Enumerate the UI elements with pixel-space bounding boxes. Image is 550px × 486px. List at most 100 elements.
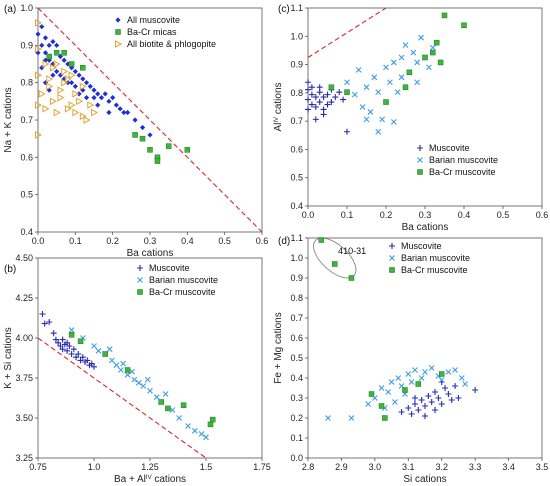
- legend-marker: [137, 289, 143, 295]
- data-point: [402, 84, 409, 90]
- data-point: [332, 94, 339, 101]
- data-point: [414, 59, 421, 66]
- legend-label: Barian muscovite: [401, 253, 470, 263]
- data-point: [398, 409, 405, 415]
- y-tick-label: 0.8: [20, 78, 33, 88]
- data-point: [77, 357, 84, 364]
- data-point: [46, 53, 52, 60]
- data-point: [154, 158, 161, 164]
- y-tick-label: 0.8: [290, 293, 303, 303]
- data-point: [52, 336, 59, 343]
- data-point: [57, 86, 65, 94]
- legend-marker: [417, 169, 423, 175]
- panel-a: (a) 0.0 0.1 0.2 0.3 0.4 0.5 0.6 0.4 0.5 0.6 0.7 0.8 0…: [3, 3, 268, 259]
- data-point: [415, 407, 422, 413]
- data-point: [53, 108, 61, 117]
- y-tick-label: 0.0: [290, 453, 303, 463]
- x-tick-label: 1.25: [141, 462, 159, 472]
- data-point: [305, 79, 311, 86]
- data-point: [49, 63, 57, 72]
- reference-line: [38, 8, 262, 232]
- x-tick-label: 1.75: [253, 462, 271, 472]
- data-point: [57, 93, 65, 102]
- data-point: [392, 399, 398, 405]
- data-point: [328, 99, 335, 106]
- data-point: [106, 98, 112, 104]
- data-point: [320, 111, 327, 118]
- x-tick-label: 3.3: [469, 462, 482, 472]
- data-point: [422, 403, 428, 409]
- data-point: [64, 75, 72, 83]
- y-tick-label: 0.9: [20, 40, 33, 50]
- data-point: [438, 371, 445, 377]
- data-point: [411, 395, 418, 401]
- data-point: [125, 109, 131, 116]
- y-tick-label: 1.0: [290, 253, 303, 263]
- data-point: [408, 411, 415, 417]
- data-point: [102, 351, 108, 357]
- data-point: [95, 91, 101, 97]
- data-point: [184, 147, 191, 153]
- data-point: [46, 319, 53, 325]
- data-point: [57, 72, 63, 78]
- data-point: [312, 104, 319, 110]
- data-point: [70, 346, 77, 353]
- y-tick-label: 3.75: [15, 373, 33, 383]
- legend-label: Ba-Cr muscovite: [401, 265, 468, 275]
- data-point: [73, 354, 80, 361]
- data-point: [305, 96, 311, 103]
- data-point: [165, 405, 171, 412]
- plot-frame: [307, 7, 543, 207]
- data-point: [406, 69, 413, 76]
- x-tick-label: 1.0: [88, 462, 101, 472]
- data-point: [430, 49, 436, 56]
- legend-marker: [115, 29, 121, 35]
- data-point: [405, 371, 412, 377]
- series-0: [305, 79, 350, 135]
- x-tick-label: 0.75: [29, 462, 47, 472]
- data-point: [363, 116, 370, 123]
- data-point: [54, 42, 60, 48]
- data-point: [83, 95, 90, 101]
- y-tick-label: 3.50: [15, 413, 33, 423]
- data-point: [135, 379, 142, 386]
- data-point: [452, 383, 459, 389]
- legend-label: Barian muscovite: [149, 275, 218, 285]
- data-point: [98, 95, 105, 101]
- x-tick-label: 3.1: [402, 462, 415, 472]
- data-point: [422, 413, 428, 419]
- data-point: [68, 351, 75, 357]
- data-point: [64, 104, 72, 113]
- panel-c: (c) 0.0 0.1 0.2 0.3 0.4 0.5 0.6 0.4 0.5 0.6 0.7 0.8 0…: [273, 3, 548, 233]
- data-point: [75, 351, 82, 357]
- data-point: [378, 385, 385, 391]
- x-tick-label: 3.2: [435, 462, 448, 472]
- y-axis-title: Na + K cations: [3, 87, 14, 152]
- y-tick-label: 0.6: [20, 152, 33, 162]
- x-tick-label: 0.5: [218, 236, 231, 246]
- data-point: [418, 34, 424, 41]
- data-point: [351, 91, 358, 98]
- series-0: [39, 311, 97, 370]
- y-tick-label: 4.00: [15, 333, 33, 343]
- data-point: [422, 369, 428, 375]
- y-tick-label: 0.5: [290, 353, 303, 363]
- data-point: [42, 104, 50, 113]
- data-point: [76, 72, 82, 78]
- y-tick-label: 4.50: [15, 253, 33, 263]
- data-point: [139, 135, 146, 142]
- panel-b: (b) 0.75 1.0 1.25 1.5 1.75 3.25 3.50 3.75 4.00 4.2…: [3, 253, 271, 485]
- data-point: [324, 101, 331, 108]
- data-point: [79, 112, 87, 121]
- series-1: [68, 327, 209, 441]
- data-point: [428, 365, 435, 371]
- data-point: [132, 132, 138, 138]
- data-point: [198, 431, 205, 437]
- legend-label: Muscovite: [429, 143, 470, 153]
- data-point: [38, 90, 46, 98]
- data-point: [46, 42, 52, 48]
- x-axis-title: Ba cations: [127, 248, 174, 259]
- data-point: [72, 68, 78, 75]
- legend-label: Barian muscovite: [429, 155, 498, 165]
- series-1: [344, 34, 436, 135]
